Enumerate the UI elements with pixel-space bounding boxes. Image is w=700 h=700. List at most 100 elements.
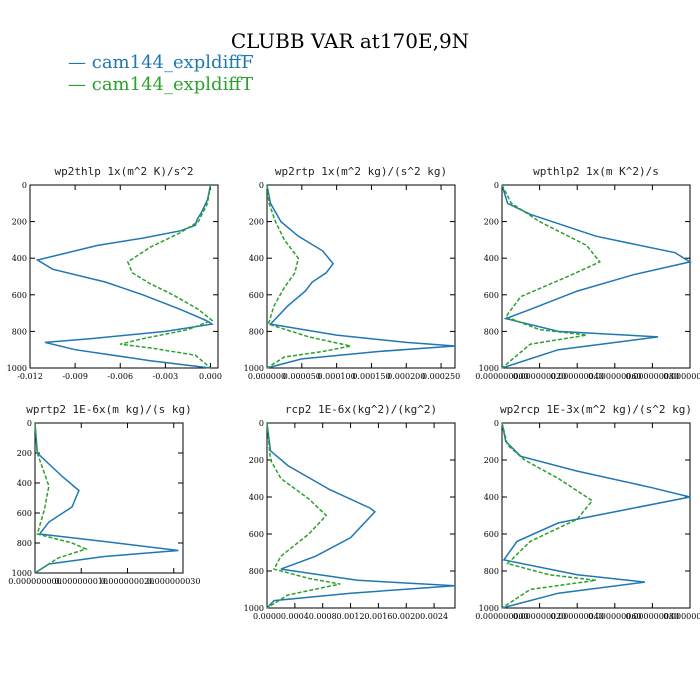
x-tick-label: 0.000000030 (147, 577, 200, 586)
y-tick-label: 200 (17, 449, 32, 458)
y-tick-label: 600 (12, 291, 27, 300)
y-tick-label: 1000 (12, 569, 32, 578)
y-tick-label: 400 (484, 254, 499, 263)
y-tick-label: 600 (249, 291, 264, 300)
y-tick-label: 200 (249, 456, 264, 465)
y-tick-label: 400 (12, 254, 27, 263)
plot-frame (29, 184, 219, 369)
series-line-2 (501, 184, 601, 369)
x-tick-label: 0.000200 (387, 372, 425, 381)
panel-2: wp2rtp 1x(m^2 kg)/(s^2 kg) 0 200 400 600 800 1… (244, 165, 461, 381)
series-line-2 (266, 422, 341, 609)
y-tick-label: 400 (249, 254, 264, 263)
series-line-1 (35, 184, 215, 369)
panel-6: wp2rcp 1E-3x(m^2 kg)/(s^2 kg)0 200 400 600 8… (475, 403, 700, 621)
y-tick-label: 0 (22, 181, 27, 190)
panel-title: wpthlp2 1x(m K^2)/s (533, 165, 659, 178)
x-tick-label: -0.009 (62, 372, 88, 381)
y-tick-label: 200 (484, 218, 499, 227)
x-tick-label: 0.000000 (248, 372, 286, 381)
x-tick-label: 0.000000000 (475, 612, 528, 621)
y-tick-label: 600 (17, 509, 32, 518)
x-tick-label: 0.000000020 (513, 612, 566, 621)
x-tick-label: 0.000250 (422, 372, 460, 381)
x-tick-label: 0.000000000 (8, 577, 61, 586)
panel-title: wp2rtp 1x(m^2 kg)/(s^2 kg) (275, 165, 447, 178)
y-tick-label: 400 (249, 493, 264, 502)
series-line-1 (34, 422, 179, 574)
plot-frame (501, 184, 691, 369)
plot-frame (34, 422, 184, 574)
y-tick-label: 200 (484, 456, 499, 465)
x-tick-label: -0.012 (17, 372, 43, 381)
y-tick-label: 0 (27, 419, 32, 428)
y-tick-label: 600 (249, 530, 264, 539)
x-tick-label: 0.000000000 (475, 372, 528, 381)
series-line-1 (501, 184, 692, 369)
x-tick-label: 0.000000020 (101, 577, 154, 586)
y-tick-label: 1000 (244, 364, 264, 373)
y-tick-label: 800 (249, 327, 264, 336)
series-line-1 (501, 422, 691, 609)
y-tick-label: 1000 (479, 364, 499, 373)
y-tick-label: 800 (12, 327, 27, 336)
legend: — cam144_expldiffF — cam144_expldiffT (68, 52, 254, 95)
y-tick-label: 600 (484, 291, 499, 300)
x-tick-label: 0.000000060 (588, 372, 641, 381)
y-tick-label: 800 (17, 539, 32, 548)
x-tick-label: -0.003 (153, 372, 179, 381)
series-line-1 (266, 184, 456, 369)
y-tick-label: 400 (484, 493, 499, 502)
y-tick-label: 600 (484, 530, 499, 539)
figure-title: CLUBB VAR at170E,9N (231, 29, 469, 53)
x-tick-label: 0.000150 (352, 372, 390, 381)
y-tick-label: 200 (249, 218, 264, 227)
plot-frame (266, 422, 456, 609)
y-tick-label: 800 (484, 567, 499, 576)
y-tick-label: 0 (259, 419, 264, 428)
x-tick-label: 0.000000080 (626, 612, 679, 621)
panel-title: rcp2 1E-6x(kg^2)/(kg^2) (285, 403, 437, 416)
x-tick-label: 0.0024 (420, 612, 448, 621)
x-tick-label: 0.000000010 (55, 577, 108, 586)
y-tick-label: 1000 (244, 604, 264, 613)
x-tick-label: 0.000000040 (550, 372, 603, 381)
y-tick-label: 200 (12, 218, 27, 227)
panel-title: wp2thlp 1x(m^2 K)/s^2 (54, 165, 193, 178)
x-tick-label: 0.0008 (309, 612, 337, 621)
x-tick-label: 0.000000020 (513, 372, 566, 381)
x-tick-label: 0.0004 (281, 612, 309, 621)
x-tick-label: -0.006 (107, 372, 133, 381)
x-tick-label: 0.000000060 (588, 612, 641, 621)
x-tick-label: 0.0016 (364, 612, 392, 621)
x-tick-label: 0.0000 (253, 612, 281, 621)
x-tick-label: 0.000 (199, 372, 222, 381)
x-tick-label: 0.000000040 (550, 612, 603, 621)
series-line-2 (120, 184, 214, 369)
legend-label-2: cam144_expldiffT (92, 74, 253, 95)
y-tick-label: 1000 (7, 364, 27, 373)
series-line-2 (34, 422, 89, 574)
y-tick-label: 400 (17, 479, 32, 488)
x-tick-label: 0.0012 (337, 612, 365, 621)
panel-3: wpthlp2 1x(m K^2)/s020040060080010000.00… (475, 165, 700, 381)
x-tick-label: 0.000000080 (626, 372, 679, 381)
plot-frame (501, 422, 691, 609)
panel-title: wp2rcp 1E-3x(m^2 kg)/(s^2 kg) (500, 403, 692, 416)
series-line-2 (501, 422, 597, 609)
panel-1: wp2thlp 1x(m^2 K)/s^202004006008001000-0… (7, 165, 222, 381)
y-tick-label: 800 (249, 567, 264, 576)
y-tick-label: 0 (494, 419, 499, 428)
x-tick-label: 0.000100 (318, 372, 356, 381)
legend-entry-2: — cam144_expldiffT (68, 74, 253, 95)
panel-title: wprtp2 1E-6x(m kg)/(s kg) (26, 403, 192, 416)
y-tick-label: 800 (484, 327, 499, 336)
legend-label-1: cam144_expldiffF (92, 52, 254, 73)
y-tick-label: 0 (494, 181, 499, 190)
x-tick-label: 0.000050 (283, 372, 321, 381)
plot-frame (266, 184, 456, 369)
y-tick-label: 0 (259, 181, 264, 190)
